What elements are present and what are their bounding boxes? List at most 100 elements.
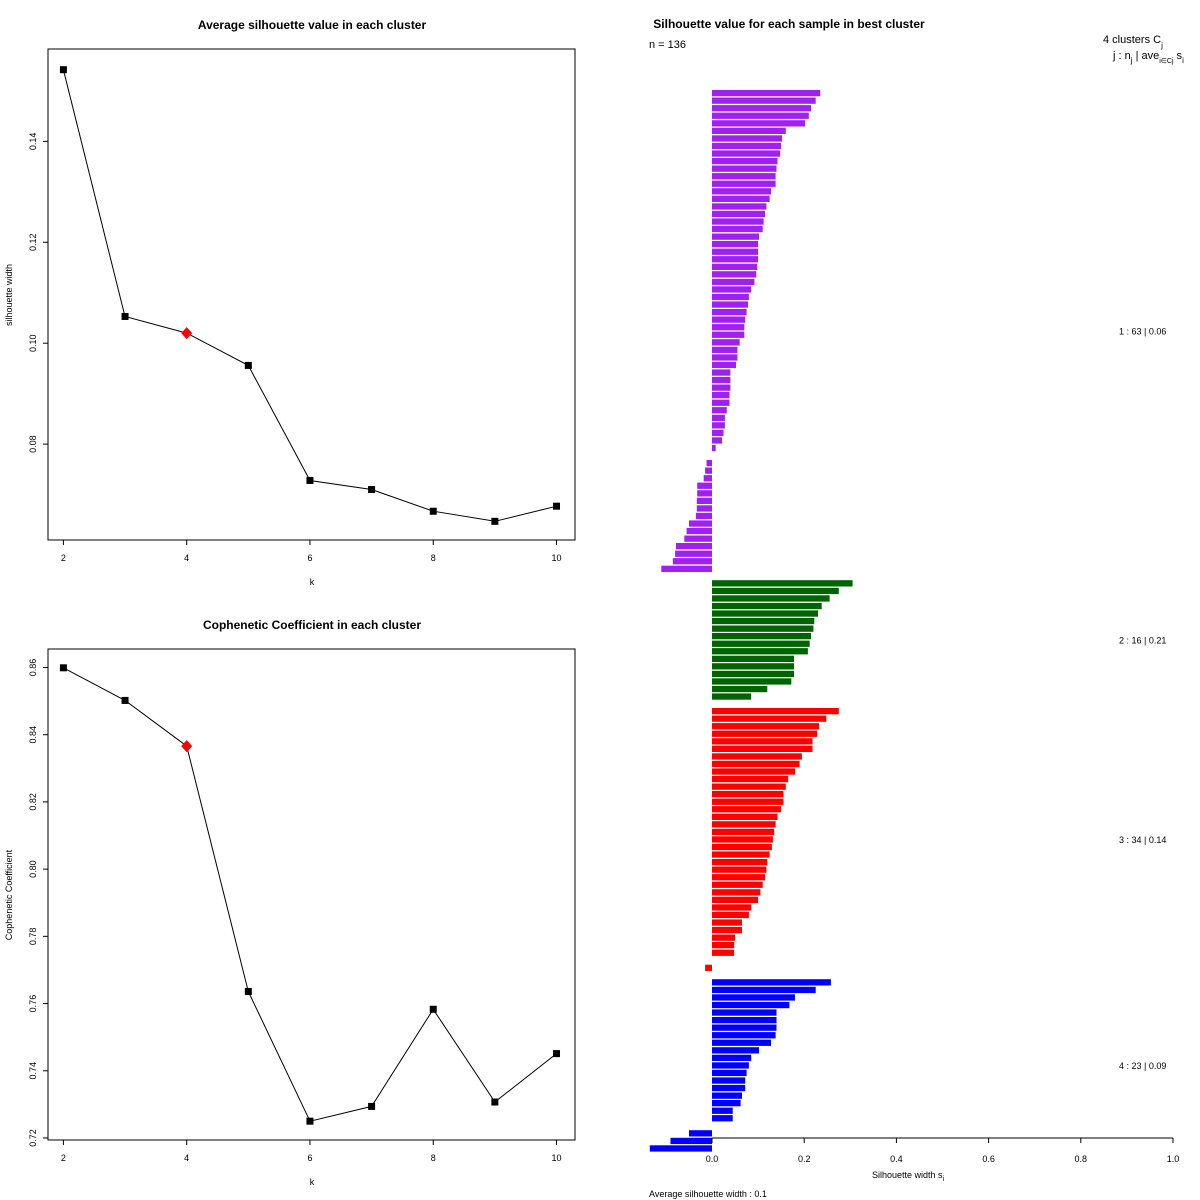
silhouette-bar	[712, 655, 795, 662]
y-tick-label: 0.10	[28, 334, 38, 352]
silhouette-bar	[712, 105, 812, 112]
silhouette-bar-chart: Silhouette value for each sample in best…	[649, 17, 1184, 1199]
chart3-x-label-text: Silhouette width s	[872, 1170, 943, 1180]
silhouette-bar	[712, 602, 822, 610]
silhouette-bar	[712, 587, 839, 595]
silhouette-bar	[712, 889, 761, 896]
chart2-plot-frame	[47, 648, 576, 1141]
silhouette-bar	[712, 866, 767, 873]
silhouette-bar	[712, 233, 759, 240]
silhouette-bar	[712, 723, 819, 730]
chart2-x-label: k	[310, 1177, 315, 1187]
silhouette-bar	[712, 1084, 746, 1092]
silhouette-bar	[712, 934, 735, 941]
silhouette-bar	[712, 926, 742, 934]
cluster-header-sub2: i∈Cj	[1159, 58, 1174, 65]
x-tick-label: 4	[184, 553, 189, 563]
silhouette-bar	[712, 828, 775, 836]
silhouette-bar	[712, 617, 815, 625]
silhouette-bar	[712, 949, 735, 956]
x-tick-label: 6	[307, 553, 312, 563]
silhouette-bar	[712, 324, 745, 331]
data-point	[244, 361, 252, 369]
cluster-header-sub1: j	[1130, 56, 1133, 65]
silhouette-bar	[712, 316, 746, 323]
silhouette-bar	[712, 407, 727, 414]
y-tick-label: 0.78	[28, 928, 38, 946]
silhouette-bar	[712, 640, 810, 647]
silhouette-bar	[670, 1137, 712, 1145]
x-tick-label: 0.0	[706, 1154, 719, 1164]
silhouette-bar	[712, 392, 730, 399]
cluster-header-line2: j : nj | avei∈Cj si	[1112, 50, 1184, 65]
x-tick-label: 2	[61, 553, 66, 563]
silhouette-bar	[712, 218, 764, 225]
silhouette-bar	[712, 301, 748, 308]
y-tick-label: 0.72	[28, 1129, 38, 1147]
silhouette-bar	[712, 896, 759, 903]
x-tick-label: 6	[307, 1153, 312, 1163]
y-tick-label: 0.80	[28, 860, 38, 878]
data-point	[306, 476, 314, 484]
data-point	[59, 66, 67, 74]
silhouette-bar	[686, 527, 712, 535]
y-tick-label: 0.86	[28, 659, 38, 677]
highlight-point	[181, 740, 193, 753]
silhouette-bar	[712, 444, 716, 452]
silhouette-bar	[712, 173, 776, 180]
data-point	[553, 502, 561, 510]
silhouette-bar	[712, 293, 749, 301]
silhouette-bar	[712, 271, 757, 278]
silhouette-bar	[712, 693, 752, 700]
silhouette-bar	[712, 195, 770, 202]
x-tick-label: 8	[431, 553, 436, 563]
silhouette-bar	[712, 127, 786, 134]
silhouette-bar	[712, 263, 758, 270]
silhouette-bar	[712, 346, 738, 353]
silhouette-bar	[712, 256, 759, 263]
silhouette-bar	[712, 663, 795, 670]
series-line	[62, 69, 557, 522]
data-point	[121, 696, 129, 704]
silhouette-line-chart: Average silhouette value in each cluster…	[4, 18, 576, 587]
silhouette-bar	[712, 278, 755, 286]
chart1-x-label: k	[310, 577, 315, 587]
cluster-header-end: s	[1174, 50, 1183, 62]
silhouette-bar	[712, 248, 759, 255]
silhouette-bar	[712, 331, 745, 338]
silhouette-bar	[712, 904, 752, 911]
chart1-x-axis: 2 4 6 8 10	[61, 540, 562, 563]
silhouette-bar	[712, 112, 809, 119]
silhouette-bar	[712, 753, 802, 760]
silhouette-bar	[649, 1145, 712, 1152]
x-tick-label: 10	[552, 1153, 562, 1163]
silhouette-bar	[712, 745, 813, 752]
silhouette-bar	[712, 685, 768, 693]
data-point	[429, 507, 437, 515]
cluster-header-text2: j : n	[1112, 50, 1131, 62]
x-tick-label: 0.6	[982, 1154, 995, 1164]
silhouette-bar	[675, 550, 712, 557]
silhouette-bar	[712, 813, 778, 820]
silhouette-bar	[712, 919, 742, 926]
chart2-x-axis: 2 4 6 8 10	[61, 1140, 562, 1163]
silhouette-bar	[712, 1032, 776, 1039]
data-point	[244, 987, 252, 995]
silhouette-bar	[712, 768, 795, 775]
silhouette-bar	[712, 715, 827, 722]
silhouette-bar	[712, 648, 808, 655]
silhouette-bar	[676, 543, 712, 550]
silhouette-bar	[712, 1039, 771, 1046]
silhouette-bar	[712, 361, 736, 369]
silhouette-bar	[712, 142, 782, 150]
data-point	[306, 1117, 314, 1125]
silhouette-bar	[712, 1092, 742, 1099]
silhouette-bar	[712, 180, 776, 187]
silhouette-bar	[672, 558, 712, 565]
silhouette-bar	[712, 670, 795, 678]
silhouette-bar	[712, 90, 821, 97]
sample-count: n = 136	[649, 39, 686, 51]
silhouette-bar	[712, 399, 730, 406]
chart2-y-axis: 0.72 0.74 0.76 0.78 0.80 0.82 0.84 0.86	[28, 659, 48, 1147]
cluster-header-mid: | ave	[1133, 50, 1160, 62]
